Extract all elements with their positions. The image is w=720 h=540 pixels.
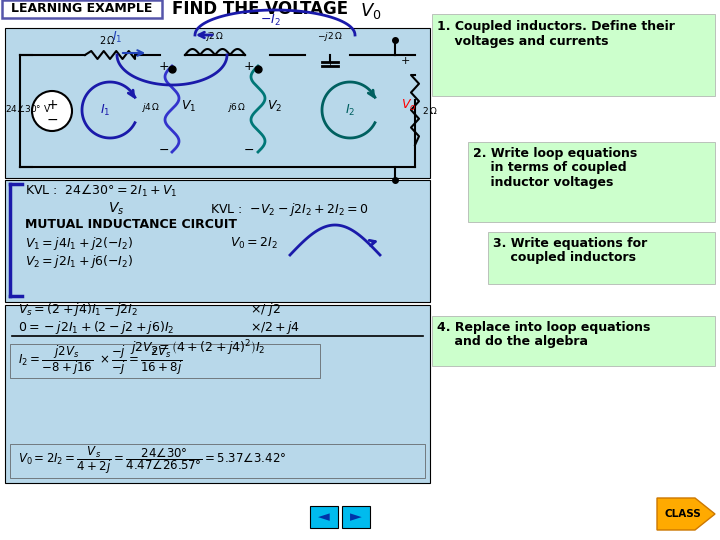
- Text: KVL :  $24\angle30°=2I_1+V_1$: KVL : $24\angle30°=2I_1+V_1$: [25, 183, 178, 199]
- Text: inductor voltages: inductor voltages: [473, 176, 613, 189]
- Text: $-I_2$: $-I_2$: [260, 12, 280, 28]
- FancyBboxPatch shape: [342, 506, 370, 528]
- FancyBboxPatch shape: [432, 14, 715, 96]
- Text: $V_0=2I_2$: $V_0=2I_2$: [230, 235, 278, 251]
- Text: $I_1$: $I_1$: [112, 30, 122, 45]
- FancyBboxPatch shape: [10, 444, 425, 478]
- Text: 2. Write loop equations: 2. Write loop equations: [473, 147, 637, 160]
- Text: $-$: $-$: [158, 143, 170, 156]
- Text: $j2V_s=\left(4+(2+j4)^2\right)I_2$: $j2V_s=\left(4+(2+j4)^2\right)I_2$: [130, 338, 266, 358]
- Text: +: +: [46, 98, 58, 112]
- Text: 4. Replace into loop equations: 4. Replace into loop equations: [437, 321, 650, 334]
- Text: voltages and currents: voltages and currents: [437, 35, 608, 48]
- Text: $V_o$: $V_o$: [401, 97, 416, 112]
- Text: KVL :  $-V_2-j2I_2+2I_2=0$: KVL : $-V_2-j2I_2+2I_2=0$: [210, 200, 369, 218]
- Text: $-$: $-$: [46, 112, 58, 126]
- Text: $+$: $+$: [400, 55, 410, 65]
- Text: in terms of coupled: in terms of coupled: [473, 161, 626, 174]
- Text: $V_0=2I_2=\dfrac{V_s}{4+2j}=\dfrac{24\angle30°}{4.47\angle26.57°}=5.37\angle3.42: $V_0=2I_2=\dfrac{V_s}{4+2j}=\dfrac{24\an…: [18, 444, 287, 476]
- FancyBboxPatch shape: [2, 0, 162, 18]
- Circle shape: [32, 91, 72, 131]
- Text: ►: ►: [350, 510, 362, 524]
- Text: $2\,\Omega$: $2\,\Omega$: [99, 34, 115, 46]
- Text: $V_1$: $V_1$: [181, 98, 197, 113]
- Text: $I_1$: $I_1$: [100, 103, 110, 118]
- Text: $2\,\Omega$: $2\,\Omega$: [422, 105, 438, 116]
- Text: $I_2=\dfrac{j2V_s}{-8+j16}\ \times\dfrac{-j}{-j}=\dfrac{2V_s}{16+8j}$: $I_2=\dfrac{j2V_s}{-8+j16}\ \times\dfrac…: [18, 343, 182, 377]
- Text: $-j2\,\Omega$: $-j2\,\Omega$: [317, 30, 343, 43]
- FancyBboxPatch shape: [432, 316, 715, 366]
- Text: $+$: $+$: [243, 59, 255, 72]
- Text: coupled inductors: coupled inductors: [493, 251, 636, 264]
- Text: 3. Write equations for: 3. Write equations for: [493, 237, 647, 250]
- Polygon shape: [657, 498, 715, 530]
- Text: $V_2$: $V_2$: [267, 98, 282, 113]
- Text: CLASS: CLASS: [665, 509, 701, 519]
- FancyBboxPatch shape: [5, 28, 430, 178]
- Text: $j2\,\Omega$: $j2\,\Omega$: [205, 30, 225, 43]
- Text: $j6\,\Omega$: $j6\,\Omega$: [227, 102, 246, 114]
- Text: $V_1=j4I_1+j2(-I_2)$: $V_1=j4I_1+j2(-I_2)$: [25, 234, 133, 252]
- FancyBboxPatch shape: [468, 142, 715, 222]
- Text: FIND THE VOLTAGE: FIND THE VOLTAGE: [172, 0, 354, 18]
- Text: $V_2=j2I_1+j6(-I_2)$: $V_2=j2I_1+j6(-I_2)$: [25, 253, 133, 271]
- Text: $\times/\ j2$: $\times/\ j2$: [250, 301, 281, 319]
- Text: MUTUAL INDUCTANCE CIRCUIT: MUTUAL INDUCTANCE CIRCUIT: [25, 219, 237, 232]
- Text: LEARNING EXAMPLE: LEARNING EXAMPLE: [12, 3, 153, 16]
- Text: $+$: $+$: [158, 59, 170, 72]
- FancyBboxPatch shape: [10, 344, 320, 378]
- Text: $-$: $-$: [243, 143, 255, 156]
- FancyBboxPatch shape: [5, 180, 430, 302]
- Text: $V_s$: $V_s$: [108, 201, 125, 217]
- Text: $0=-j2I_1+(2-j2+j6)I_2$: $0=-j2I_1+(2-j2+j6)I_2$: [18, 319, 174, 335]
- Text: $j4\,\Omega$: $j4\,\Omega$: [141, 102, 160, 114]
- Text: $V_0$: $V_0$: [360, 1, 382, 21]
- Text: $\times/2+j4$: $\times/2+j4$: [250, 319, 300, 335]
- FancyBboxPatch shape: [5, 305, 430, 483]
- Text: $I_2$: $I_2$: [345, 103, 355, 118]
- FancyBboxPatch shape: [310, 506, 338, 528]
- Text: and do the algebra: and do the algebra: [437, 335, 588, 348]
- Text: ◄: ◄: [318, 510, 330, 524]
- FancyBboxPatch shape: [488, 232, 715, 284]
- Text: 1. Coupled inductors. Define their: 1. Coupled inductors. Define their: [437, 20, 675, 33]
- Text: $V_s=(2+j4)I_1-j2I_2$: $V_s=(2+j4)I_1-j2I_2$: [18, 301, 138, 319]
- Text: $24\angle30°$ V: $24\angle30°$ V: [5, 103, 51, 113]
